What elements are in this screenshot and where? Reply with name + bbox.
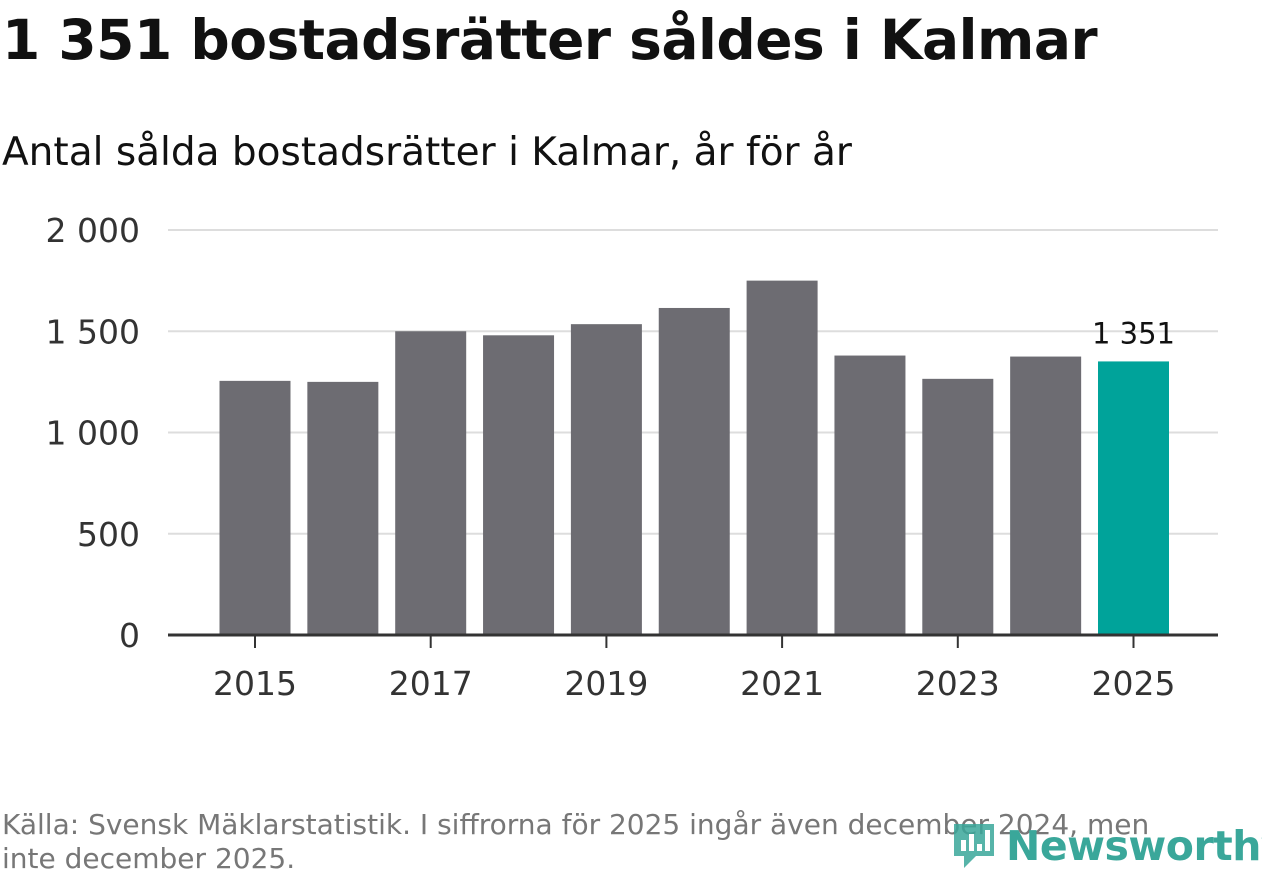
bar-2017 [395, 331, 467, 635]
newsworthy-logo-icon [954, 824, 994, 868]
x-tick-label: 2017 [389, 664, 473, 703]
bar-2022 [834, 355, 906, 635]
y-tick-label: 2 000 [46, 211, 140, 250]
x-tick-label: 2025 [1092, 664, 1176, 703]
logo-text: Newsworthy [1006, 822, 1262, 870]
x-tick-label: 2021 [740, 664, 824, 703]
data-label: 1 351 [1092, 316, 1175, 350]
bar-2015 [219, 380, 291, 635]
bar-2019 [570, 324, 642, 635]
y-tick-label: 500 [77, 515, 140, 554]
chart-subtitle: Antal sålda bostadsrätter i Kalmar, år f… [2, 130, 852, 175]
y-tick-label: 1 500 [46, 312, 140, 351]
bar-2023 [922, 378, 994, 635]
y-tick-label: 1 000 [46, 414, 140, 453]
bar-2016 [307, 381, 379, 635]
bar-2020 [658, 307, 730, 635]
newsworthy-logo: Newsworthy [950, 820, 1262, 872]
x-tick-label: 2015 [213, 664, 297, 703]
x-tick-label: 2019 [564, 664, 648, 703]
x-tick-label: 2023 [916, 664, 1000, 703]
bar-2025 [1098, 361, 1169, 635]
bar-2024 [1010, 356, 1082, 635]
bar-2018 [483, 335, 555, 635]
bar-2021 [746, 280, 818, 635]
y-tick-label: 0 [119, 616, 140, 655]
chart-title: 1 351 bostadsrätter såldes i Kalmar [2, 8, 1098, 72]
